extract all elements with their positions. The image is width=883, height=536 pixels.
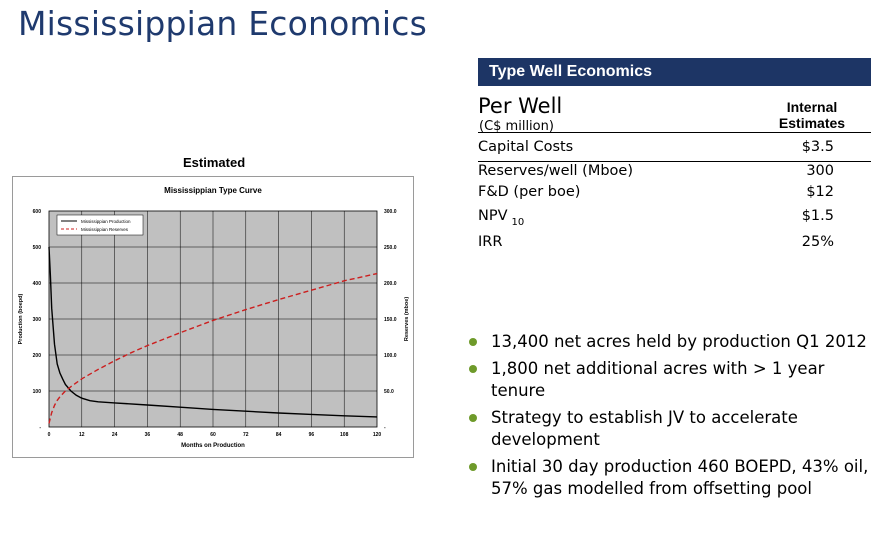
x-tick-label: 12 — [79, 432, 85, 438]
y-tick-label: 500 — [33, 245, 42, 251]
bullet-text: 13,400 net acres held by production Q1 2… — [491, 332, 867, 351]
row-value: $3.5 — [801, 139, 834, 155]
y-tick-label: 600 — [33, 209, 42, 215]
bullet-item: 13,400 net acres held by production Q1 2… — [468, 331, 878, 353]
row-label: Reserves/well (Mboe) — [478, 163, 633, 179]
bullet-dot-icon — [469, 365, 477, 373]
column-header-line2: Estimates — [778, 115, 846, 131]
bullet-dot-icon — [469, 414, 477, 422]
x-tick-label: 96 — [309, 432, 315, 438]
row-value: 25% — [801, 234, 834, 250]
row-label: F&D (per boe) — [478, 184, 581, 200]
table-row: Reserves/well (Mboe) 300 — [478, 163, 871, 185]
x-tick-label: 60 — [210, 432, 216, 438]
bullet-item: Strategy to establish JV to accelerate d… — [468, 407, 878, 451]
y2-tick-label: 250.0 — [384, 245, 397, 251]
npv-subscript: 10 — [511, 217, 525, 228]
row-value: $12 — [806, 184, 834, 200]
y2-tick-label: 300.0 — [384, 209, 397, 215]
y2-axis-label: Reserves (mboe) — [404, 297, 410, 341]
y2-tick-label: 100.0 — [384, 353, 397, 359]
y2-tick-label: - — [384, 425, 386, 431]
type-curve-chart: Mississippian Type Curve 0 12 24 36 48 60 72 84 9… — [18, 186, 410, 449]
y-tick-label: 100 — [33, 389, 42, 395]
economics-table: Type Well Economics Per Well (C$ million… — [478, 58, 871, 252]
x-axis-label: Months on Production — [181, 443, 245, 449]
column-header: Internal Estimates — [767, 99, 857, 131]
bullet-text: 1,800 net additional acres with > 1 year… — [491, 359, 825, 400]
chart-frame: Mississippian Type Curve 0 12 24 36 48 60 72 84 9… — [12, 176, 414, 458]
table-row: F&D (per boe) $12 — [478, 184, 871, 208]
bullet-text: Initial 30 day production 460 BOEPD, 43%… — [491, 457, 869, 498]
table-row: Capital Costs $3.5 — [478, 139, 871, 162]
bullet-item: Initial 30 day production 460 BOEPD, 43%… — [468, 456, 878, 500]
y2-tick-label: 150.0 — [384, 317, 397, 323]
table-row: NPV 10 $1.5 — [478, 208, 871, 234]
bullet-list: 13,400 net acres held by production Q1 2… — [468, 331, 878, 505]
y2-tick-label: 50.0 — [384, 389, 394, 395]
x-tick-label: 72 — [243, 432, 249, 438]
production-series-line — [48, 246, 378, 418]
row-value: 300 — [806, 163, 834, 179]
x-tick-label: 84 — [276, 432, 282, 438]
npv-label: NPV — [478, 208, 508, 224]
bullet-dot-icon — [469, 338, 477, 346]
y-tick-label: 200 — [33, 353, 42, 359]
x-tick-label: 120 — [373, 432, 382, 438]
bullet-text: Strategy to establish JV to accelerate d… — [491, 408, 798, 449]
row-label: IRR — [478, 234, 503, 250]
x-tick-label: 24 — [112, 432, 118, 438]
row-value: $1.5 — [801, 208, 834, 224]
x-tick-label: 48 — [177, 432, 183, 438]
x-tick-label: 36 — [145, 432, 151, 438]
row-label: Capital Costs — [478, 139, 574, 155]
chart-caption: Estimated — [183, 155, 246, 170]
table-header: Type Well Economics — [478, 58, 871, 86]
y-tick-label: - — [39, 425, 41, 431]
x-tick-label: 108 — [340, 432, 349, 438]
bullet-item: 1,800 net additional acres with > 1 year… — [468, 358, 878, 402]
column-header-line1: Internal — [786, 99, 838, 115]
y-tick-label: 300 — [33, 317, 42, 323]
unit-label: (C$ million) — [479, 119, 554, 134]
x-tick-label: 0 — [48, 432, 51, 438]
legend-label: Mississippian Production — [81, 219, 131, 224]
y-tick-label: 400 — [33, 281, 42, 287]
bullet-dot-icon — [469, 463, 477, 471]
table-row: IRR 25% — [478, 234, 871, 258]
table-subheader — [478, 86, 871, 133]
legend-label: Mississippian Reserves — [81, 227, 129, 232]
y2-tick-label: 200.0 — [384, 281, 397, 287]
legend-box — [56, 214, 144, 236]
per-well-label: Per Well — [478, 94, 563, 118]
row-label: NPV 10 — [478, 208, 524, 228]
chart-title: Mississippian Type Curve — [164, 186, 262, 195]
slide-title: Mississippian Economics — [18, 4, 427, 43]
reserves-series-line — [48, 272, 378, 424]
y-axis-label: Production (boepd) — [18, 293, 24, 344]
